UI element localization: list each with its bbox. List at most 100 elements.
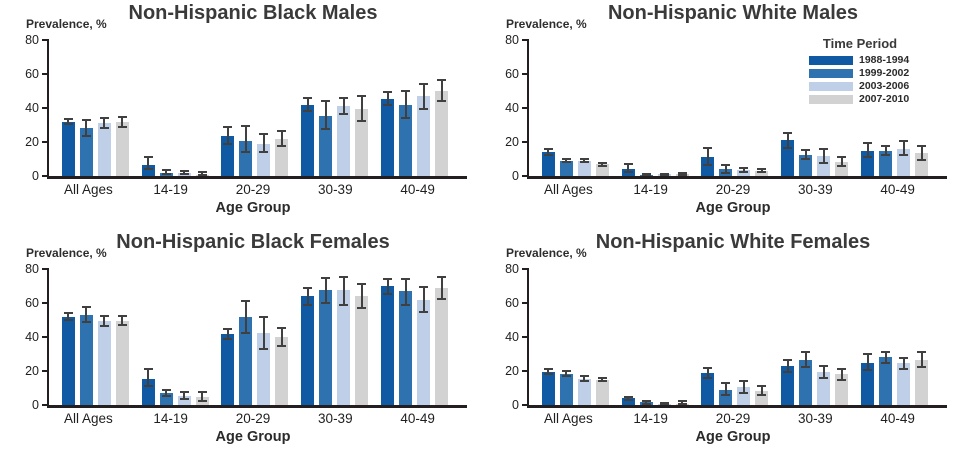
bar-1988-1994-20-29 [701, 372, 715, 405]
error-bar-cap-bottom [99, 324, 109, 327]
bar-1988-1994-40-49 [381, 286, 395, 405]
error-bar [280, 326, 283, 348]
bar-1999-2002-30-39 [799, 154, 813, 176]
error-bar [201, 390, 204, 402]
plot-area: 0 20 40 60 80 [25, 33, 467, 183]
error-bar-cap-top [161, 169, 171, 172]
bar-1999-2002-All Ages [559, 373, 573, 405]
error-bar [342, 96, 345, 115]
error-bar [840, 155, 843, 167]
error-bar-cap-top [161, 388, 171, 391]
error-bar-cap-bottom [401, 303, 411, 306]
x-category-labels: All Ages 14-19 20-29 30-39 40-49 [527, 411, 939, 426]
y-tick [42, 175, 49, 177]
error-bar-cap-top [357, 95, 367, 98]
error-bar-cap-top [677, 399, 687, 402]
error-bar [840, 367, 843, 382]
y-tick [42, 404, 49, 406]
plot-area: 0 20 40 60 80 [505, 262, 947, 412]
y-tick-label: 40 [505, 330, 519, 344]
bar-2003-2006-All Ages [97, 123, 111, 176]
bar-group-all-ages [541, 269, 609, 405]
legend-item: 1988-1994 [809, 54, 939, 66]
bar-slot [177, 269, 191, 405]
x-category-label: 20-29 [235, 182, 271, 197]
bar-1999-2002-14-19 [159, 393, 173, 405]
bar-1999-2002-40-49 [399, 291, 413, 405]
bar-slot [381, 40, 395, 176]
error-bar-cap-bottom [579, 380, 589, 383]
error-bar [681, 171, 684, 176]
error-bar-cap-bottom [383, 292, 393, 295]
bar-2003-2006-40-49 [897, 148, 911, 176]
bar-slot [621, 269, 635, 405]
y-tick [42, 370, 49, 372]
error-bar-cap-bottom [303, 303, 313, 306]
error-bar [627, 163, 630, 174]
bar-1999-2002-20-29 [239, 141, 253, 176]
bar-slot [337, 269, 351, 405]
y-tick-label: 0 [32, 169, 39, 183]
bar-1988-1994-20-29 [701, 157, 715, 176]
error-bar [884, 350, 887, 365]
bar-slot [239, 40, 253, 176]
error-bar-cap-bottom [81, 134, 91, 137]
error-bar-cap-bottom [703, 163, 713, 166]
x-axis-line [527, 176, 947, 179]
error-bar-cap-top [143, 155, 153, 158]
error-bar-cap-top [223, 125, 233, 128]
error-bar-cap-bottom [757, 171, 767, 174]
bar-2007-2010-40-49 [915, 359, 929, 405]
error-bar-cap-top [659, 172, 669, 175]
bar-slot [621, 40, 635, 176]
chart-panel-white-females: Prevalence, % Non-Hispanic White Females… [480, 229, 960, 458]
bar-slot [435, 269, 449, 405]
chart-title: Non-Hispanic Black Females [116, 231, 390, 253]
error-bar [583, 158, 586, 164]
y-tick-label: 80 [505, 33, 519, 47]
legend-item: 2007-2010 [809, 93, 939, 105]
error-bar-cap-top [721, 164, 731, 167]
bar-group-40-49 [381, 269, 449, 405]
bar-1988-1994-20-29 [221, 333, 235, 405]
error-bar [440, 79, 443, 103]
error-bar-cap-top [383, 278, 393, 281]
error-bar-cap-top [543, 147, 553, 150]
error-bar-cap-top [863, 353, 873, 356]
y-tick-label: 20 [505, 135, 519, 149]
bar-slot [417, 269, 431, 405]
error-bar [866, 142, 869, 159]
error-bar-cap-top [143, 367, 153, 370]
error-bar-cap-bottom [241, 151, 251, 154]
legend-swatch-icon [809, 94, 853, 104]
error-bar-cap-bottom [899, 368, 909, 371]
error-bar-cap-top [357, 283, 367, 286]
error-bar-cap-top [117, 314, 127, 317]
error-bar-cap-bottom [677, 174, 687, 176]
error-bar-cap-bottom [339, 303, 349, 306]
bar-group-30-39 [781, 40, 849, 176]
error-bar [360, 283, 363, 309]
x-category-label: All Ages [63, 182, 113, 197]
bar-1988-1994-30-39 [301, 104, 315, 176]
y-tick [522, 107, 529, 109]
error-bar-cap-bottom [117, 323, 127, 326]
chart-title: Non-Hispanic White Females [595, 231, 871, 253]
bar-slot [897, 269, 911, 405]
error-bar-cap-top [641, 399, 651, 402]
error-bar-cap-top [81, 119, 91, 122]
bar-2003-2006-40-49 [417, 96, 431, 176]
error-bar [67, 118, 70, 125]
error-bar [324, 276, 327, 304]
bar-2007-2010-20-29 [755, 170, 769, 176]
error-bar [103, 117, 106, 130]
x-category-label: 14-19 [153, 411, 188, 426]
bar-1988-1994-40-49 [381, 98, 395, 176]
bar-2003-2006-All Ages [577, 378, 591, 405]
error-bar-cap-bottom [917, 158, 927, 161]
error-bar [226, 125, 229, 145]
bar-slot [177, 40, 191, 176]
y-tick-label: 20 [25, 364, 39, 378]
error-bar-cap-top [801, 148, 811, 151]
error-bar-cap-top [419, 82, 429, 85]
